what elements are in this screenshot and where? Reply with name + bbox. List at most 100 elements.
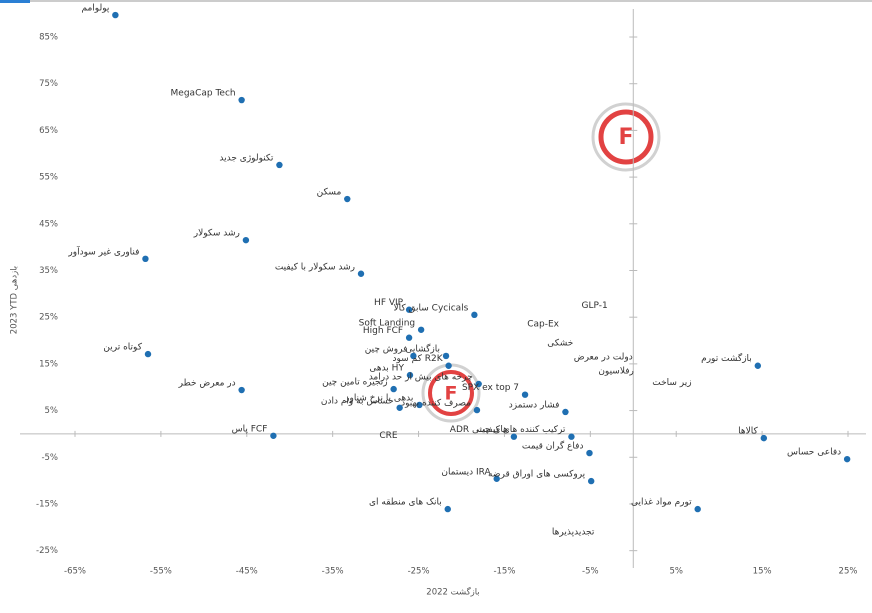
annotation: Cap-Ex xyxy=(527,320,559,330)
point-label: رشد سکولار با کیفیت xyxy=(275,262,355,272)
y-axis-title: 2023 YTD بازدهی xyxy=(10,266,20,334)
data-point xyxy=(405,334,413,341)
data-point xyxy=(416,401,423,409)
data-point xyxy=(471,311,478,319)
x-tick-label: 5% xyxy=(669,567,683,577)
data-point xyxy=(754,362,762,369)
point-label: دیستمان IRA xyxy=(441,467,491,477)
data-point xyxy=(843,455,851,463)
point-label: بازگشایی xyxy=(405,342,440,354)
data-point xyxy=(417,326,425,333)
point-label: زنجیره تامین چین xyxy=(322,378,388,388)
x-tick-label: -35% xyxy=(322,567,344,577)
y-tick-label: 85% xyxy=(39,33,58,43)
point-label: بدهی با نرخ شناور xyxy=(344,393,413,403)
point-label: SPX ex top 7 xyxy=(462,383,519,393)
point-label: کوتاه ترین xyxy=(103,343,142,353)
data-point xyxy=(445,362,452,369)
point-label: دفاعی حساس xyxy=(787,448,841,458)
x-tick-label: 25% xyxy=(839,567,858,577)
y-tick-label: -5% xyxy=(41,453,58,463)
data-point xyxy=(405,306,413,313)
data-point xyxy=(112,11,119,19)
data-point xyxy=(270,432,277,439)
data-point xyxy=(521,391,529,398)
point-label: ترکیب کننده های کیفیت xyxy=(477,425,566,435)
y-tick-label: 5% xyxy=(45,406,59,416)
point-label: چرخه های بیش از حد درامد xyxy=(369,372,473,382)
point-label: حساس به وام دادن xyxy=(321,396,394,406)
annotation: CRE xyxy=(379,431,398,441)
svg-text:F: F xyxy=(445,383,458,405)
data-point xyxy=(406,371,414,379)
point-label: پاس FCF xyxy=(232,424,268,434)
point-label: پولوامم xyxy=(82,4,110,14)
point-label: مسکن xyxy=(317,188,342,198)
y-tick-label: 45% xyxy=(39,219,58,229)
annotation: دولت در معرض xyxy=(574,352,633,362)
x-tick-label: -15% xyxy=(493,567,515,577)
data-point xyxy=(410,352,417,360)
point-label: سابق کالا Cycicals xyxy=(393,303,468,313)
point-label: مصرف کننده بهبود xyxy=(401,399,471,409)
point-label: فروش چین xyxy=(365,344,408,354)
x-tick-label: -25% xyxy=(408,567,430,577)
point-label: در معرض خطر xyxy=(178,379,236,389)
annotation: زیر ساخت xyxy=(652,378,691,388)
point-label: رشد سکولار xyxy=(193,229,240,239)
point-label: کم سود R2K xyxy=(393,354,444,364)
data-point xyxy=(238,386,245,394)
y-tick-label: 65% xyxy=(39,126,58,136)
data-point xyxy=(760,434,768,442)
point-label: تکنولوژی جدید xyxy=(219,153,273,163)
y-tick-label: -25% xyxy=(36,546,58,556)
point-label: کالاها xyxy=(738,427,758,437)
data-point xyxy=(276,161,283,169)
y-tick-label: -15% xyxy=(36,499,58,509)
point-label: بازگشت تورم xyxy=(701,352,752,364)
point-label: MegaCap Tech xyxy=(171,89,236,99)
data-point xyxy=(587,477,595,485)
data-point xyxy=(142,255,149,263)
data-point xyxy=(493,475,500,482)
annotation: رفلاسیون xyxy=(598,366,634,376)
data-point xyxy=(144,350,152,358)
point-label: پروکسی های اوراق قرضه xyxy=(488,470,586,480)
data-point xyxy=(357,270,365,277)
data-point xyxy=(475,380,482,388)
y-tick-label: 55% xyxy=(39,173,58,183)
y-tick-label: 35% xyxy=(39,266,58,276)
annotation: خشکی xyxy=(547,338,573,348)
annotation: GLP-1 xyxy=(582,301,608,311)
data-point xyxy=(586,449,593,457)
point-label: تورم مواد غذایی xyxy=(631,498,692,508)
y-tick-label: 25% xyxy=(39,313,58,323)
point-label: فشار دستمزد xyxy=(509,400,560,410)
point-label: HF VIP xyxy=(374,298,404,308)
data-point xyxy=(473,406,481,414)
x-tick-label: -65% xyxy=(64,567,86,577)
x-tick-label: -55% xyxy=(150,567,172,577)
data-point xyxy=(442,352,450,360)
svg-text:F: F xyxy=(618,125,633,150)
data-point xyxy=(568,433,575,440)
annotation: تجدیدپذیرها xyxy=(552,527,595,537)
data-point xyxy=(444,505,451,513)
top-accent xyxy=(0,0,30,3)
x-tick-label: -5% xyxy=(582,567,599,577)
data-point xyxy=(694,505,701,513)
data-point xyxy=(390,385,397,393)
watermark-logo: F F xyxy=(421,102,661,423)
point-label: Soft Landing xyxy=(359,318,415,328)
x-tick-label: 15% xyxy=(753,567,772,577)
data-point xyxy=(242,236,250,244)
y-tick-label: 75% xyxy=(39,79,58,89)
point-label: فناوری غیر سودآور xyxy=(67,245,139,257)
x-axis-title: 2022 بازگشت xyxy=(426,587,479,598)
data-point xyxy=(510,433,518,440)
y-tick-label: 15% xyxy=(39,359,58,369)
point-label: بدهی HY xyxy=(369,364,404,374)
data-point xyxy=(396,404,403,411)
